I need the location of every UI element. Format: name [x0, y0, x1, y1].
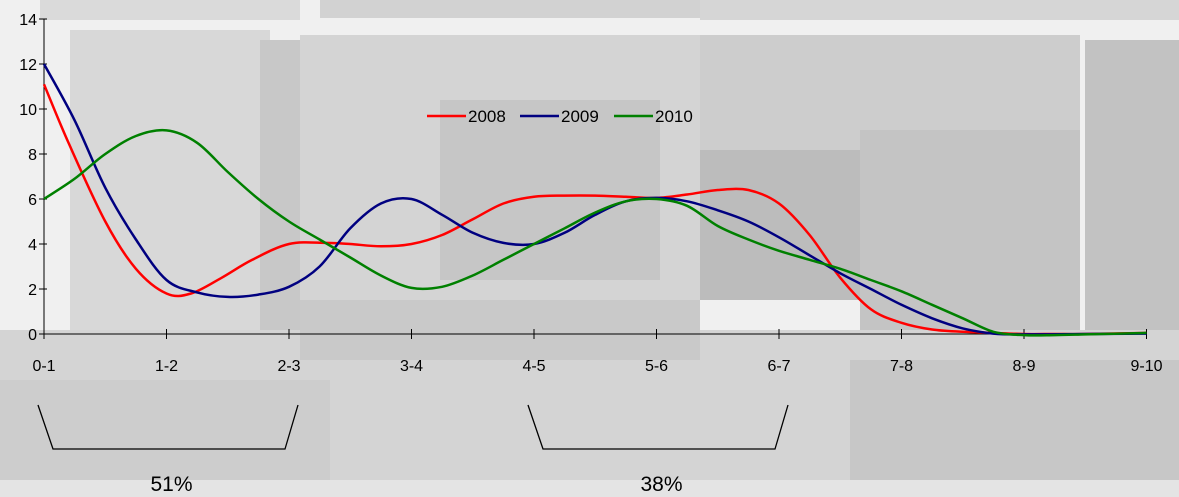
- chart-axes: [44, 19, 1147, 334]
- y-tick-label: 10: [19, 102, 37, 119]
- legend-label-2008: 2008: [468, 107, 506, 126]
- y-tick-label: 4: [28, 237, 37, 254]
- annotation-bracket-2: [528, 405, 788, 449]
- y-tick-label: 0: [28, 327, 37, 344]
- annotation-label-1: 51%: [150, 473, 192, 496]
- x-tick-label: 4-5: [522, 358, 545, 375]
- y-tick-label: 6: [28, 192, 37, 209]
- chart-legend: 2008 2009 2010: [427, 107, 693, 126]
- x-tick-label: 7-8: [890, 358, 913, 375]
- y-tick-label: 2: [28, 282, 37, 299]
- x-tick-label: 3-4: [400, 358, 423, 375]
- x-tick-label: 9-10: [1130, 358, 1162, 375]
- legend-label-2010: 2010: [655, 107, 693, 126]
- x-tick-label: 0-1: [32, 358, 55, 375]
- x-tick-label: 6-7: [767, 358, 790, 375]
- y-tick-label: 12: [19, 57, 37, 74]
- x-tick-label: 2-3: [277, 358, 300, 375]
- series-line-2010: [44, 130, 1147, 335]
- x-tick-label: 8-9: [1012, 358, 1035, 375]
- chart-annotations: 51% 38%: [38, 405, 788, 496]
- y-tick-label: 8: [28, 147, 37, 164]
- annotation-bracket-1: [38, 405, 298, 449]
- chart-series: [44, 64, 1147, 335]
- x-tick-label: 5-6: [645, 358, 668, 375]
- y-axis-ticks: 0 2 4 6 8 10 12 14: [19, 12, 47, 344]
- annotation-label-2: 38%: [640, 473, 682, 496]
- series-line-2009: [44, 64, 1147, 334]
- x-axis-ticks: 0-1 1-2 2-3 3-4 4-5 5-6 6-7 7-8 8-9 9-10: [32, 329, 1162, 375]
- x-tick-label: 1-2: [155, 358, 178, 375]
- y-tick-label: 14: [19, 12, 37, 29]
- legend-label-2009: 2009: [561, 107, 599, 126]
